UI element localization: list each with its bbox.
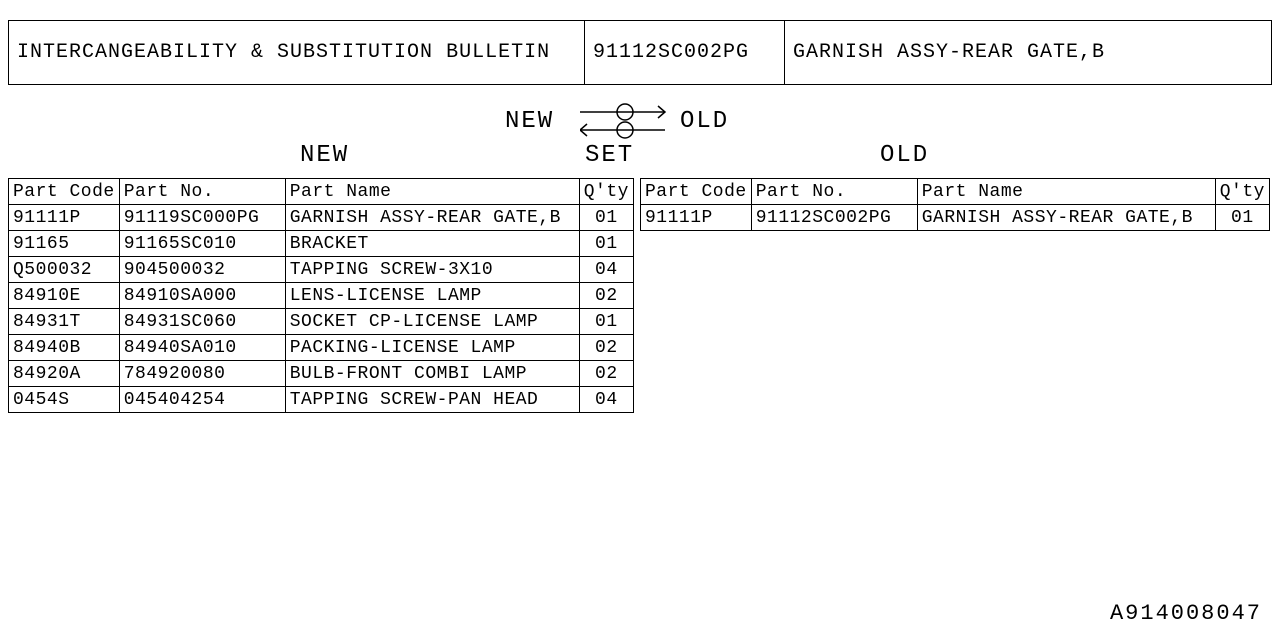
cell-part-no: 784920080 bbox=[119, 361, 285, 387]
cell-part-code: 91111P bbox=[9, 205, 120, 231]
header-part-name: GARNISH ASSY-REAR GATE,B bbox=[785, 21, 1272, 85]
table-row: 0454S045404254TAPPING SCREW-PAN HEAD04 bbox=[9, 387, 634, 413]
cell-qty: 02 bbox=[579, 283, 633, 309]
cell-part-no: 84910SA000 bbox=[119, 283, 285, 309]
table-row: 9116591165SC010BRACKET01 bbox=[9, 231, 634, 257]
table-row: 84910E84910SA000LENS-LICENSE LAMP02 bbox=[9, 283, 634, 309]
cell-part-name: GARNISH ASSY-REAR GATE,B bbox=[917, 205, 1215, 231]
cell-qty: 01 bbox=[579, 309, 633, 335]
col-part-no: Part No. bbox=[119, 179, 285, 205]
table-row: 84931T84931SC060SOCKET CP-LICENSE LAMP01 bbox=[9, 309, 634, 335]
cell-part-name: TAPPING SCREW-PAN HEAD bbox=[285, 387, 579, 413]
col-part-code: Part Code bbox=[641, 179, 752, 205]
cell-part-code: 84910E bbox=[9, 283, 120, 309]
cell-part-no: 84940SA010 bbox=[119, 335, 285, 361]
old-parts-table: Part Code Part No. Part Name Q'ty 91111P… bbox=[640, 178, 1270, 231]
cell-part-no: 91165SC010 bbox=[119, 231, 285, 257]
new-section-title: NEW bbox=[300, 142, 349, 169]
document-id: A914008047 bbox=[1110, 601, 1262, 626]
cell-qty: 04 bbox=[579, 387, 633, 413]
cell-part-code: 91165 bbox=[9, 231, 120, 257]
cell-part-name: BULB-FRONT COMBI LAMP bbox=[285, 361, 579, 387]
cell-part-name: GARNISH ASSY-REAR GATE,B bbox=[285, 205, 579, 231]
header-table: INTERCANGEABILITY & SUBSTITUTION BULLETI… bbox=[8, 20, 1272, 85]
cell-part-code: 84940B bbox=[9, 335, 120, 361]
cell-part-no: 904500032 bbox=[119, 257, 285, 283]
interchange-diagram: NEW OLD bbox=[480, 100, 760, 140]
col-part-code: Part Code bbox=[9, 179, 120, 205]
cell-part-code: Q500032 bbox=[9, 257, 120, 283]
cell-part-no: 84931SC060 bbox=[119, 309, 285, 335]
table-row: 84920A784920080BULB-FRONT COMBI LAMP02 bbox=[9, 361, 634, 387]
cell-qty: 04 bbox=[579, 257, 633, 283]
col-part-name: Part Name bbox=[917, 179, 1215, 205]
cell-part-code: 91111P bbox=[641, 205, 752, 231]
col-part-name: Part Name bbox=[285, 179, 579, 205]
cell-part-no: 91112SC002PG bbox=[751, 205, 917, 231]
table-header-row: Part Code Part No. Part Name Q'ty bbox=[9, 179, 634, 205]
col-qty: Q'ty bbox=[579, 179, 633, 205]
table-row: 91111P91119SC000PGGARNISH ASSY-REAR GATE… bbox=[9, 205, 634, 231]
cell-part-name: BRACKET bbox=[285, 231, 579, 257]
cell-part-name: SOCKET CP-LICENSE LAMP bbox=[285, 309, 579, 335]
set-label: SET bbox=[585, 142, 634, 169]
cell-part-name: PACKING-LICENSE LAMP bbox=[285, 335, 579, 361]
col-part-no: Part No. bbox=[751, 179, 917, 205]
cell-qty: 02 bbox=[579, 335, 633, 361]
header-part-no: 91112SC002PG bbox=[585, 21, 785, 85]
interchange-arrows-icon bbox=[580, 100, 675, 140]
table-row: 91111P91112SC002PGGARNISH ASSY-REAR GATE… bbox=[641, 205, 1270, 231]
cell-qty: 02 bbox=[579, 361, 633, 387]
table-row: Q500032904500032TAPPING SCREW-3X1004 bbox=[9, 257, 634, 283]
cell-part-name: LENS-LICENSE LAMP bbox=[285, 283, 579, 309]
diagram-old-label: OLD bbox=[680, 108, 729, 135]
cell-qty: 01 bbox=[579, 231, 633, 257]
diagram-new-label: NEW bbox=[505, 108, 554, 135]
new-parts-table: Part Code Part No. Part Name Q'ty 91111P… bbox=[8, 178, 634, 413]
cell-part-code: 0454S bbox=[9, 387, 120, 413]
cell-part-no: 045404254 bbox=[119, 387, 285, 413]
table-row: 84940B84940SA010PACKING-LICENSE LAMP02 bbox=[9, 335, 634, 361]
cell-part-no: 91119SC000PG bbox=[119, 205, 285, 231]
bulletin-title: INTERCANGEABILITY & SUBSTITUTION BULLETI… bbox=[9, 21, 585, 85]
cell-part-name: TAPPING SCREW-3X10 bbox=[285, 257, 579, 283]
col-qty: Q'ty bbox=[1215, 179, 1269, 205]
cell-qty: 01 bbox=[1215, 205, 1269, 231]
old-section-title: OLD bbox=[880, 142, 929, 169]
cell-part-code: 84920A bbox=[9, 361, 120, 387]
cell-part-code: 84931T bbox=[9, 309, 120, 335]
cell-qty: 01 bbox=[579, 205, 633, 231]
table-header-row: Part Code Part No. Part Name Q'ty bbox=[641, 179, 1270, 205]
